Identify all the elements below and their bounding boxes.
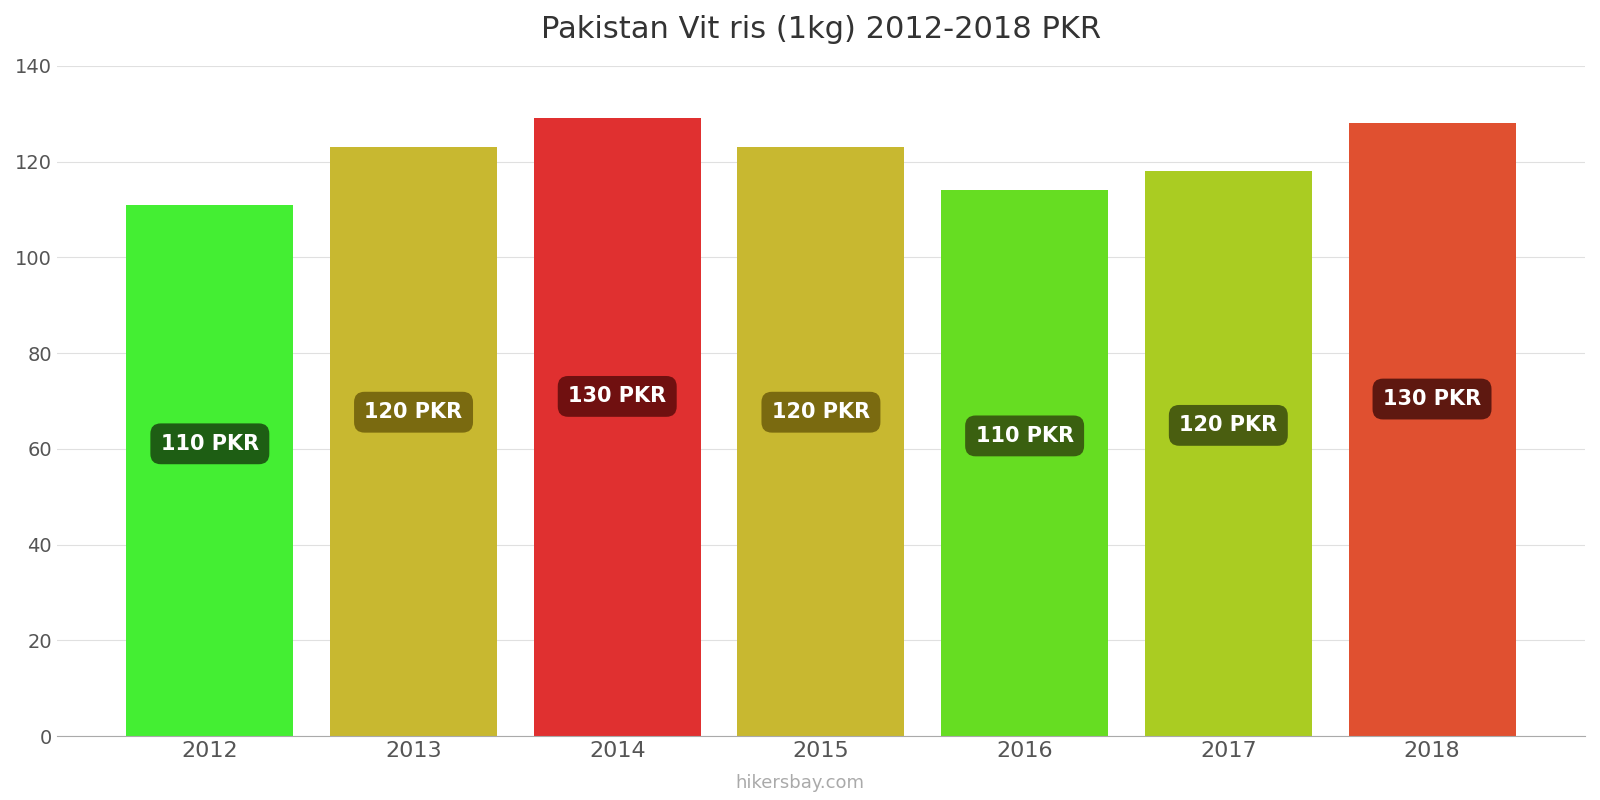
Bar [1349,123,1515,736]
Bar [1146,171,1312,736]
Text: 110 PKR: 110 PKR [976,426,1074,446]
Title: Pakistan Vit ris (1kg) 2012-2018 PKR: Pakistan Vit ris (1kg) 2012-2018 PKR [541,15,1101,44]
Text: 120 PKR: 120 PKR [771,402,870,422]
Text: 120 PKR: 120 PKR [365,402,462,422]
Bar [534,118,701,736]
Text: 130 PKR: 130 PKR [1382,389,1482,409]
Bar [330,147,498,736]
Text: 110 PKR: 110 PKR [160,434,259,454]
Bar [941,190,1109,736]
Text: 130 PKR: 130 PKR [568,386,666,406]
Bar [738,147,904,736]
Text: 120 PKR: 120 PKR [1179,415,1277,435]
Text: hikersbay.com: hikersbay.com [736,774,864,792]
Bar [126,205,293,736]
